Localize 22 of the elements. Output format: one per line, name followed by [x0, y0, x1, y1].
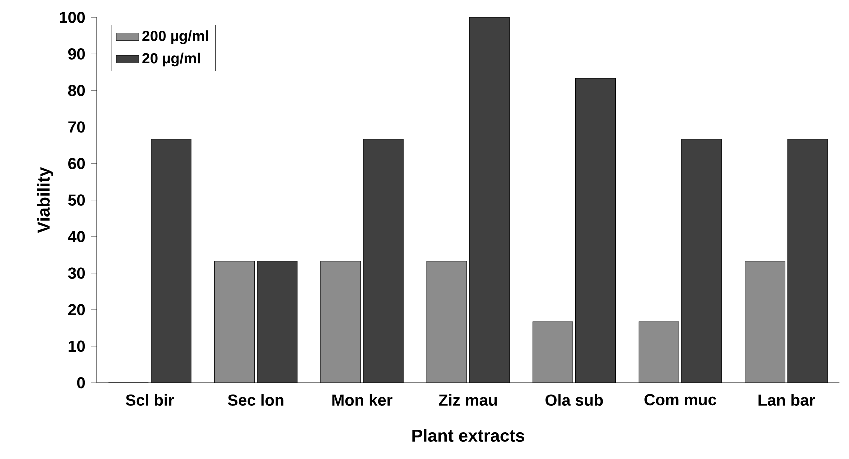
x-tick-label: Mon ker — [332, 394, 393, 406]
y-tick-label: 50 — [68, 194, 86, 206]
legend-label: 20 µg/ml — [142, 52, 200, 67]
y-tick-label: 10 — [68, 340, 86, 352]
y-tick-label: 40 — [68, 231, 86, 243]
y-tick-label: 0 — [77, 377, 86, 389]
y-tick-label: 80 — [68, 85, 86, 96]
x-tick-label: Lan bar — [758, 394, 816, 406]
y-tick-label: 90 — [68, 48, 86, 60]
y-tick-label: 70 — [68, 122, 86, 133]
y-tick-label: 30 — [68, 268, 86, 280]
x-tick-label: Ola sub — [546, 394, 604, 406]
x-tick-label: Scl bir — [126, 394, 174, 406]
y-tick-label: 20 — [68, 304, 86, 316]
y-tick-label: 100 — [60, 12, 86, 24]
legend-label: 200 µg/ml — [142, 30, 208, 44]
y-axis-title: Viability — [37, 167, 54, 234]
y-tick-label: 60 — [68, 158, 86, 170]
x-tick-label: Com muc — [644, 394, 716, 406]
x-tick-label: Ziz mau — [439, 394, 498, 406]
x-axis-title: Plant extracts — [412, 429, 524, 442]
x-tick-label: Sec lon — [228, 394, 284, 406]
